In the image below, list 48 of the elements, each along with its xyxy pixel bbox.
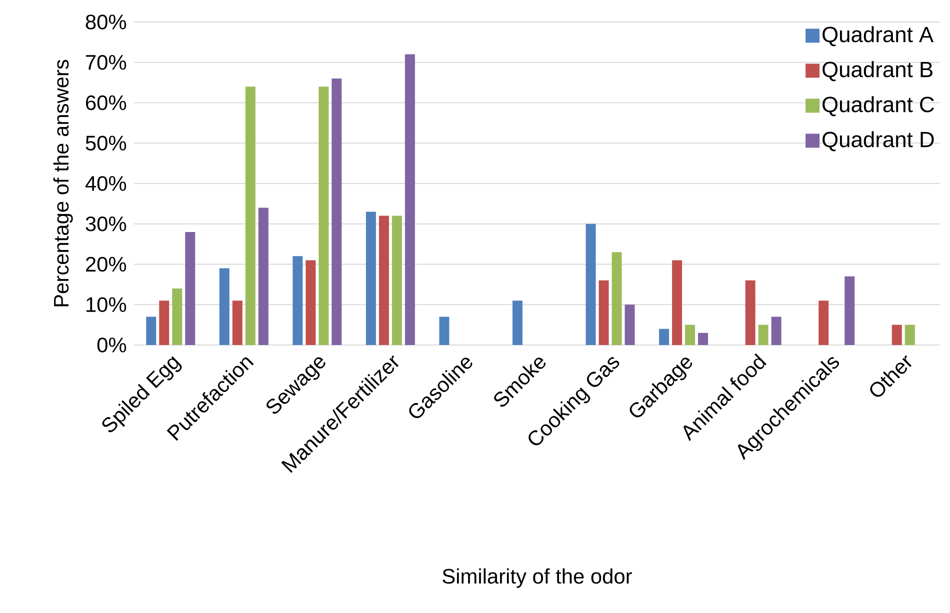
bar xyxy=(318,86,329,345)
bar xyxy=(439,316,450,345)
bar xyxy=(159,300,170,345)
bar xyxy=(378,216,389,345)
bar xyxy=(598,280,609,345)
bar xyxy=(366,212,376,345)
bar xyxy=(659,328,670,345)
bar xyxy=(758,324,768,345)
y-tick-label: 80% xyxy=(86,14,126,30)
y-tick-label: 0% xyxy=(97,338,126,352)
bar xyxy=(185,232,196,345)
bar xyxy=(219,268,230,345)
bar xyxy=(306,260,316,345)
y-tick-label: 20% xyxy=(86,256,126,272)
bar xyxy=(892,324,902,345)
bar xyxy=(818,300,829,345)
bar xyxy=(586,224,596,345)
bar xyxy=(245,86,256,345)
y-tick-label: 70% xyxy=(86,54,126,70)
bar xyxy=(392,216,402,345)
bar xyxy=(771,316,782,345)
y-tick-label: 50% xyxy=(86,136,126,151)
y-tick-label: 30% xyxy=(86,216,126,232)
bar xyxy=(232,300,242,345)
x-axis-title: Similarity of the odor xyxy=(442,568,632,588)
y-axis-title: Percentage of the answers xyxy=(53,60,73,306)
bar xyxy=(172,288,182,345)
y-tick-label: 40% xyxy=(85,176,126,191)
y-tick-label: 60% xyxy=(86,95,126,110)
legend-label: Quadrant A xyxy=(822,26,934,46)
bar xyxy=(745,280,756,345)
bar xyxy=(698,332,708,345)
bar xyxy=(904,324,915,345)
bar xyxy=(146,316,156,345)
bar xyxy=(332,78,342,345)
bar xyxy=(404,54,415,345)
legend-label: Quadrant D xyxy=(822,131,934,152)
legend-label: Quadrant C xyxy=(822,96,934,116)
bar xyxy=(624,304,635,345)
bar xyxy=(672,260,682,345)
bar xyxy=(292,256,303,345)
y-tick-label: 10% xyxy=(86,297,126,312)
legend-label: Quadrant B xyxy=(822,61,932,82)
bar xyxy=(844,276,855,345)
bar xyxy=(612,252,622,345)
bar xyxy=(512,300,523,345)
bar xyxy=(258,208,268,345)
bar xyxy=(685,324,696,345)
